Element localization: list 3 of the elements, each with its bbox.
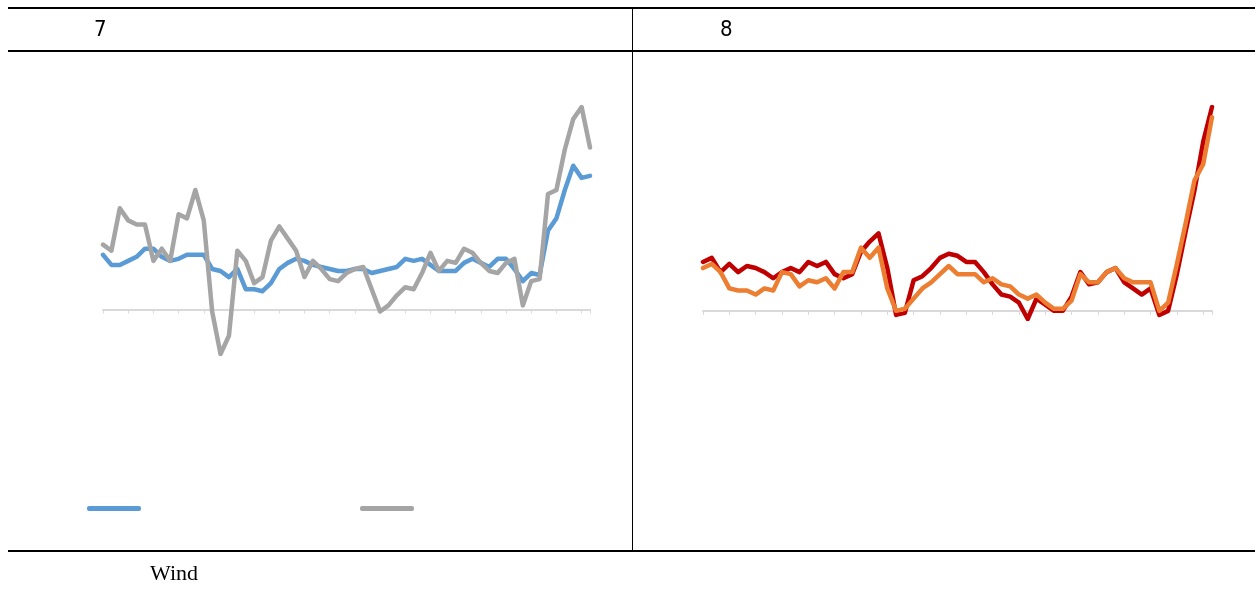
chart-title: 8 <box>720 16 733 41</box>
text: Wind <box>150 560 198 586</box>
chart-title: 7 <box>94 16 107 41</box>
